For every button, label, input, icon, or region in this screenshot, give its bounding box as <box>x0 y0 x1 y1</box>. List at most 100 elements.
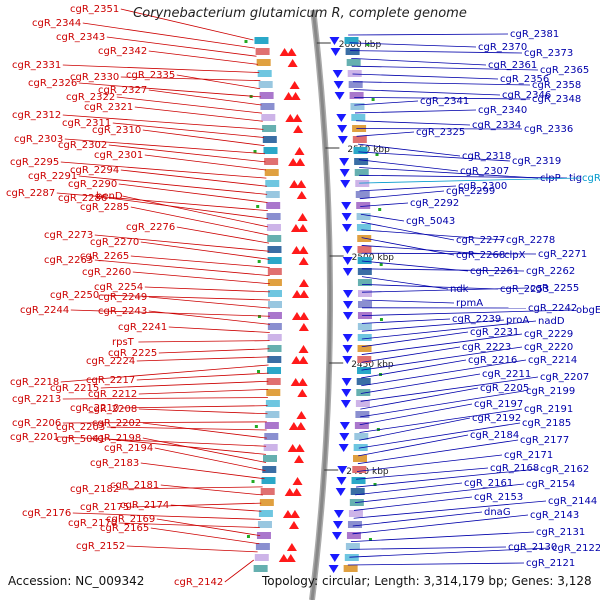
forward-gene-arrow <box>342 213 352 221</box>
left-leader-line <box>139 409 268 414</box>
forward-gene-arrow <box>341 389 351 397</box>
right-gene-label: cgR_2143 <box>530 510 579 521</box>
reverse-gene-arrow <box>289 422 299 430</box>
feature-block <box>357 378 371 385</box>
marker-dot <box>258 315 261 318</box>
left-gene-label: cgR_2244 <box>20 305 69 316</box>
left-gene-label: cgR_2342 <box>98 46 147 57</box>
feature-block <box>258 70 272 77</box>
right-leader-line <box>351 532 534 542</box>
reverse-gene-arrow <box>296 411 306 419</box>
reverse-gene-arrow <box>283 510 293 518</box>
feature-block <box>260 499 274 506</box>
reverse-gene-arrow <box>293 125 303 133</box>
accession-text: Accession: NC_009342 <box>8 574 144 588</box>
left-gene-label: rpsT <box>112 337 135 348</box>
reverse-gene-arrow <box>299 345 309 353</box>
right-gene-label: cgR_2229 <box>524 329 573 340</box>
left-gene-label: cgR_2152 <box>76 541 125 552</box>
left-gene-label: cgR_2273 <box>44 230 93 241</box>
left-gene-label: cgR_2250 <box>50 290 99 301</box>
right-leader-line <box>348 34 508 35</box>
left-leader-line <box>145 155 266 170</box>
reverse-gene-arrow <box>299 279 309 287</box>
forward-gene-arrow <box>341 400 351 408</box>
left-gene-label: cgR_2201 <box>10 432 59 443</box>
left-gene-label: cgR_2294 <box>70 165 119 176</box>
right-leader-line <box>362 300 454 303</box>
right-leader-line <box>362 319 450 323</box>
forward-gene-arrow <box>343 334 353 342</box>
feature-block <box>268 257 282 264</box>
right-gene-label: cgR_2214 <box>528 355 577 366</box>
feature-block <box>256 48 270 55</box>
feature-block <box>265 411 279 418</box>
left-gene-label: cgR_2208 <box>88 404 137 415</box>
left-gene-label: cgR_2285 <box>80 202 129 213</box>
marker-dot <box>252 480 255 483</box>
forward-gene-arrow <box>334 81 344 89</box>
marker-dot <box>255 425 258 428</box>
left-gene-label: cgR_2206 <box>12 418 61 429</box>
marker-dot <box>380 263 383 266</box>
forward-gene-arrow <box>342 224 352 232</box>
left-gene-label: cgR_2213 <box>12 394 61 405</box>
right-gene-label: cgR_2168 <box>490 463 539 474</box>
reverse-gene-arrow <box>288 158 298 166</box>
forward-gene-arrow <box>333 70 343 78</box>
forward-gene-arrow <box>334 510 344 518</box>
reverse-gene-arrow <box>291 224 301 232</box>
feature-block <box>260 103 274 110</box>
right-gene-label: cgR_2336 <box>524 124 573 135</box>
left-gene-label: cgR_2174 <box>120 500 169 511</box>
feature-block <box>262 466 276 473</box>
feature-block <box>346 48 360 55</box>
feature-block <box>265 180 279 187</box>
left-leader-line <box>143 438 266 463</box>
left-gene-label: cgR_2330 <box>70 72 119 83</box>
right-leader-line <box>352 515 528 534</box>
feature-block <box>267 213 281 220</box>
right-gene-label: cgR_2130 <box>508 542 557 553</box>
left-gene-label: cgR_2295 <box>10 157 59 168</box>
right-leader-line <box>359 160 458 171</box>
right-gene-label: cgR_2197 <box>474 399 523 410</box>
right-gene-label: cgR_2370 <box>478 42 527 53</box>
feature-block <box>355 180 369 187</box>
feature-block <box>354 158 368 165</box>
left-leader-line <box>83 23 255 48</box>
left-gene-label: cgR_2224 <box>86 356 135 367</box>
right-leader-line <box>359 418 470 440</box>
forward-gene-arrow <box>336 488 346 496</box>
left-gene-label: cgR_2303 <box>14 134 63 145</box>
right-gene-label: nadD <box>538 316 565 327</box>
forward-gene-arrow <box>339 433 349 441</box>
feature-block <box>255 554 269 561</box>
feature-block <box>267 367 281 374</box>
right-gene-label: cgR_2223 <box>462 342 511 353</box>
right-leader-line <box>355 110 476 113</box>
reverse-gene-arrow <box>292 290 302 298</box>
feature-block <box>264 158 278 165</box>
forward-gene-arrow <box>343 312 353 320</box>
forward-gene-arrow <box>340 180 350 188</box>
left-leader-line <box>161 485 263 495</box>
feature-block <box>348 70 362 77</box>
feature-block <box>345 554 359 561</box>
feature-block <box>348 521 362 528</box>
left-leader-line <box>159 349 270 353</box>
feature-block <box>263 455 277 462</box>
reverse-gene-arrow <box>299 323 309 331</box>
right-gene-label: cgR_t44 <box>582 173 600 184</box>
right-leader-line <box>362 284 498 289</box>
reverse-gene-arrow <box>280 48 290 56</box>
marker-dot <box>247 535 250 538</box>
left-gene-label: cgR_2343 <box>56 32 105 43</box>
right-gene-label: cgR_2220 <box>524 342 573 353</box>
forward-gene-arrow <box>343 290 353 298</box>
left-gene-label: cgR_2142 <box>174 577 223 588</box>
left-gene-label: cgR_2276 <box>126 222 175 233</box>
left-gene-label: cgR_2321 <box>84 102 133 113</box>
right-gene-label: cgR_2216 <box>468 355 517 366</box>
